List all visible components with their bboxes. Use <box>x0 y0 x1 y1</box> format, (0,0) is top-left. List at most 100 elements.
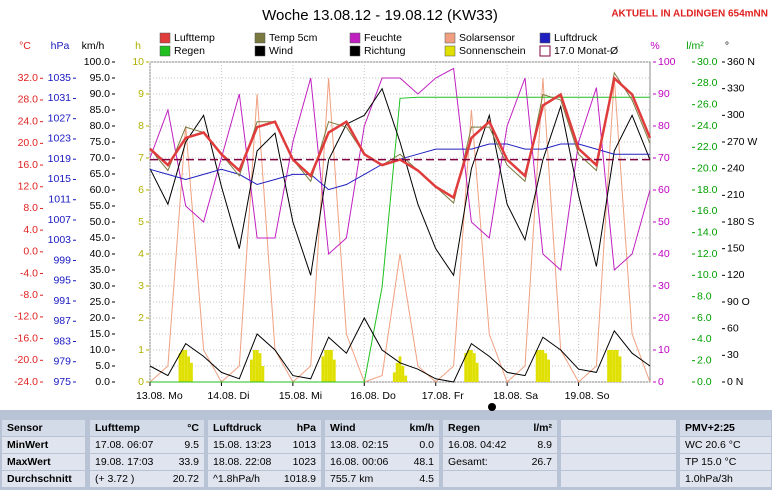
y-tick-label: 330 <box>727 82 745 94</box>
y-tick-label: 180 S <box>727 216 754 228</box>
sunshine-bar <box>618 356 622 382</box>
table-cell <box>680 420 771 436</box>
table-value: 1013 <box>293 439 317 451</box>
sunshine-bar <box>467 350 470 382</box>
table-cell <box>561 437 676 453</box>
y-tick-label: 18.0 <box>697 184 718 196</box>
sunshine-bar <box>607 350 610 382</box>
sunshine-bar <box>538 350 542 382</box>
sunshine-bar <box>401 366 405 382</box>
table-cell <box>2 437 85 453</box>
axis-label: km/h <box>82 40 105 52</box>
y-tick-label: 8.0 <box>23 202 38 214</box>
table-cell <box>2 471 85 487</box>
table-value: TP 15.0 °C <box>685 456 737 468</box>
sunshine-bar <box>181 350 185 382</box>
y-tick-label: 0.0 <box>95 376 110 388</box>
y-tick-label: 8 <box>138 120 144 132</box>
sunshine-bar <box>541 350 545 382</box>
series-line <box>149 75 652 200</box>
y-tick-label: 32.0 <box>18 72 39 84</box>
y-tick-label: 90 <box>658 88 670 100</box>
table-value: 33.9 <box>179 456 200 468</box>
sunshine-bar <box>330 350 333 382</box>
legend-swatch <box>254 45 266 57</box>
y-tick-label: 25.0 <box>90 296 111 308</box>
y-tick-label: 5.0 <box>95 360 110 372</box>
sunshine-bar <box>324 350 328 382</box>
y-tick-label: 12.0 <box>18 181 39 193</box>
y-tick-label: 991 <box>53 295 71 307</box>
sunshine-bar <box>610 350 613 382</box>
table-value: 755.7 km <box>330 473 373 485</box>
y-tick-label: 10.0 <box>90 344 111 356</box>
y-tick-label: 1019 <box>48 153 72 165</box>
y-tick-label: 30 <box>727 349 739 361</box>
table-cell <box>208 471 321 487</box>
y-tick-label: 20.0 <box>90 312 111 324</box>
legend-swatch <box>444 45 456 57</box>
y-tick-label: 40 <box>658 248 670 260</box>
y-tick-label: 30 <box>658 280 670 292</box>
y-tick-label: 95.0 <box>90 72 111 84</box>
table-header: Wind <box>330 422 356 434</box>
legend-swatch <box>349 32 361 44</box>
legend-label: Regen <box>174 45 205 57</box>
sunshine-bar <box>190 362 193 382</box>
table-value: ^1.8hPa/h <box>213 473 260 485</box>
table-header: km/h <box>409 422 434 434</box>
table-value: 26.7 <box>532 456 553 468</box>
y-tick-label: 30.0 <box>90 280 111 292</box>
sunshine-bar <box>398 356 402 382</box>
x-tick-label: 17.08. Fr <box>422 390 465 402</box>
table-cell <box>208 420 321 436</box>
axis-label: h <box>135 40 141 52</box>
sunshine-bar <box>258 353 262 382</box>
y-tick-label: 26.0 <box>697 98 718 110</box>
y-tick-label: 0.0 <box>23 246 38 258</box>
table-value: 48.1 <box>414 456 435 468</box>
legend-label: Solarsensor <box>459 32 516 44</box>
table-header: Luftdruck <box>213 422 262 434</box>
series-line <box>149 87 651 277</box>
y-tick-label: 270 W <box>727 136 757 148</box>
y-tick-label: 24.0 <box>18 115 39 127</box>
table-cell <box>680 437 771 453</box>
table-cell <box>2 454 85 470</box>
table-cell <box>680 454 771 470</box>
axis-label: l/m² <box>686 40 704 52</box>
legend-swatch <box>539 45 551 57</box>
y-tick-label: 360 N <box>727 56 755 68</box>
sunshine-bar <box>321 356 325 382</box>
y-tick-label: 60 <box>658 184 670 196</box>
legend-swatch <box>349 45 361 57</box>
table-cell <box>2 420 85 436</box>
y-tick-label: 70 <box>658 152 670 164</box>
row-label: MaxWert <box>7 456 51 468</box>
sunshine-bar <box>261 366 265 382</box>
y-tick-label: 16.0 <box>18 159 39 171</box>
series-line <box>149 71 651 204</box>
table-header: l/m² <box>533 422 552 434</box>
table-cell <box>561 420 676 436</box>
y-tick-label: 979 <box>53 356 71 368</box>
sunshine-bar <box>332 359 336 382</box>
y-tick-label: 55.0 <box>90 200 111 212</box>
table-value: 0.0 <box>419 439 434 451</box>
chart-title: Woche 13.08.12 - 19.08.12 (KW33) <box>262 7 498 24</box>
station-note: AKTUELL IN ALDINGEN 654mNN <box>611 9 768 20</box>
y-tick-label: 1023 <box>48 133 72 145</box>
y-tick-label: 28.0 <box>697 77 718 89</box>
y-tick-label: 1031 <box>48 92 72 104</box>
y-tick-label: 100.0 <box>84 56 110 68</box>
table-value: WC 20.6 °C <box>685 439 741 451</box>
table-value: 1018.9 <box>284 473 316 485</box>
sunshine-bar <box>184 350 188 382</box>
sunshine-bar <box>327 350 330 382</box>
sunshine-bar <box>472 353 476 382</box>
y-tick-label: 1015 <box>48 173 72 185</box>
y-tick-label: 80 <box>658 120 670 132</box>
y-tick-label: -12.0 <box>14 311 38 323</box>
sunshine-bar <box>395 362 399 382</box>
table-header: Lufttemp <box>95 422 140 434</box>
